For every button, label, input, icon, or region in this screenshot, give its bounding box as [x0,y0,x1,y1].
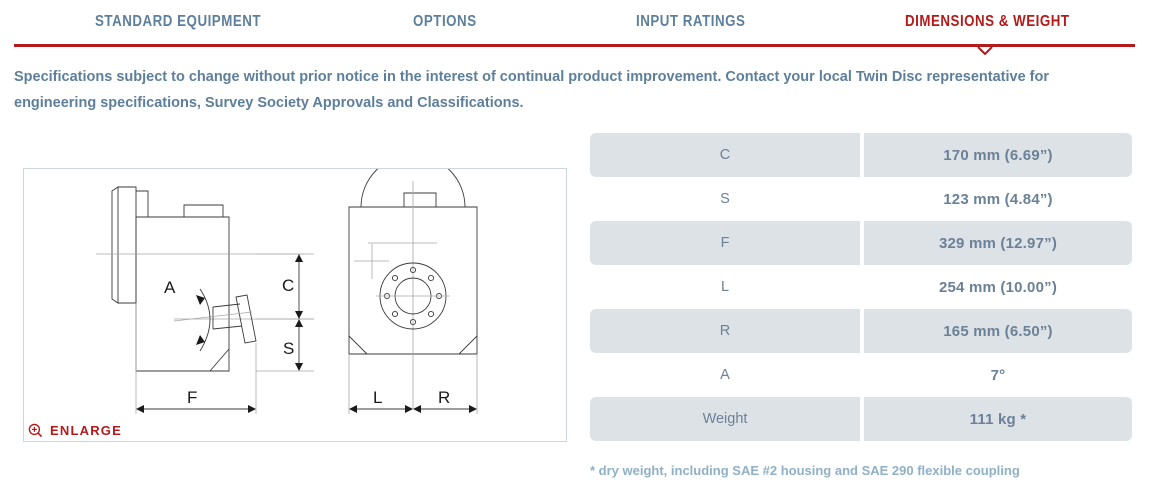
enlarge-button[interactable]: ENLARGE [28,423,122,438]
table-row: R 165 mm (6.50”) [590,309,1132,353]
table-row: Weight 111 kg * [590,397,1132,441]
magnifier-plus-icon [28,423,43,438]
dimension-label-f: F [187,388,197,407]
spec-value-cell: 329 mm (12.97”) [864,221,1132,265]
table-row: L 254 mm (10.00”) [590,265,1132,309]
table-row: F 329 mm (12.97”) [590,221,1132,265]
spec-value-cell: 254 mm (10.00”) [864,265,1132,309]
spec-value-cell: 111 kg * [864,397,1132,441]
spec-key-cell: Weight [590,397,860,441]
dimension-drawing-panel: A C S F [23,168,567,442]
tab-underline-rule [14,44,1135,47]
spec-key-cell: F [590,221,860,265]
dimension-label-c: C [282,276,294,295]
spec-key-cell: L [590,265,860,309]
tab-input-ratings[interactable]: INPUT RATINGS [636,13,746,30]
weight-footnote: * dry weight, including SAE #2 housing a… [590,463,1020,478]
enlarge-label: ENLARGE [50,423,122,438]
spec-key-cell: R [590,309,860,353]
spec-key-cell: A [590,353,860,397]
spec-value-cell: 165 mm (6.50”) [864,309,1132,353]
dimensions-spec-table: C 170 mm (6.69”) S 123 mm (4.84”) F 329 mm (1… [590,133,1132,441]
specifications-disclaimer: Specifications subject to change without… [14,69,1050,111]
tab-options[interactable]: OPTIONS [413,13,477,30]
table-row: A 7° [590,353,1132,397]
dimension-label-l: L [373,388,382,407]
table-row: S 123 mm (4.84”) [590,177,1132,221]
dimension-label-s: S [283,339,294,358]
dimension-label-r: R [438,388,450,407]
tab-standard-equipment[interactable]: STANDARD EQUIPMENT [95,13,262,30]
tab-bar: STANDARD EQUIPMENT OPTIONS INPUT RATINGS… [0,0,1149,55]
tab-dimensions-and-weight[interactable]: DIMENSIONS & WEIGHT [905,13,1070,30]
dimension-label-a: A [164,278,176,297]
chevron-down-icon [977,46,993,55]
spec-value-cell: 7° [864,353,1132,397]
spec-key-cell: C [590,133,860,177]
table-row: C 170 mm (6.69”) [590,133,1132,177]
dimension-drawing: A C S F [96,169,478,414]
spec-value-cell: 123 mm (4.84”) [864,177,1132,221]
spec-value-cell: 170 mm (6.69”) [864,133,1132,177]
spec-key-cell: S [590,177,860,221]
